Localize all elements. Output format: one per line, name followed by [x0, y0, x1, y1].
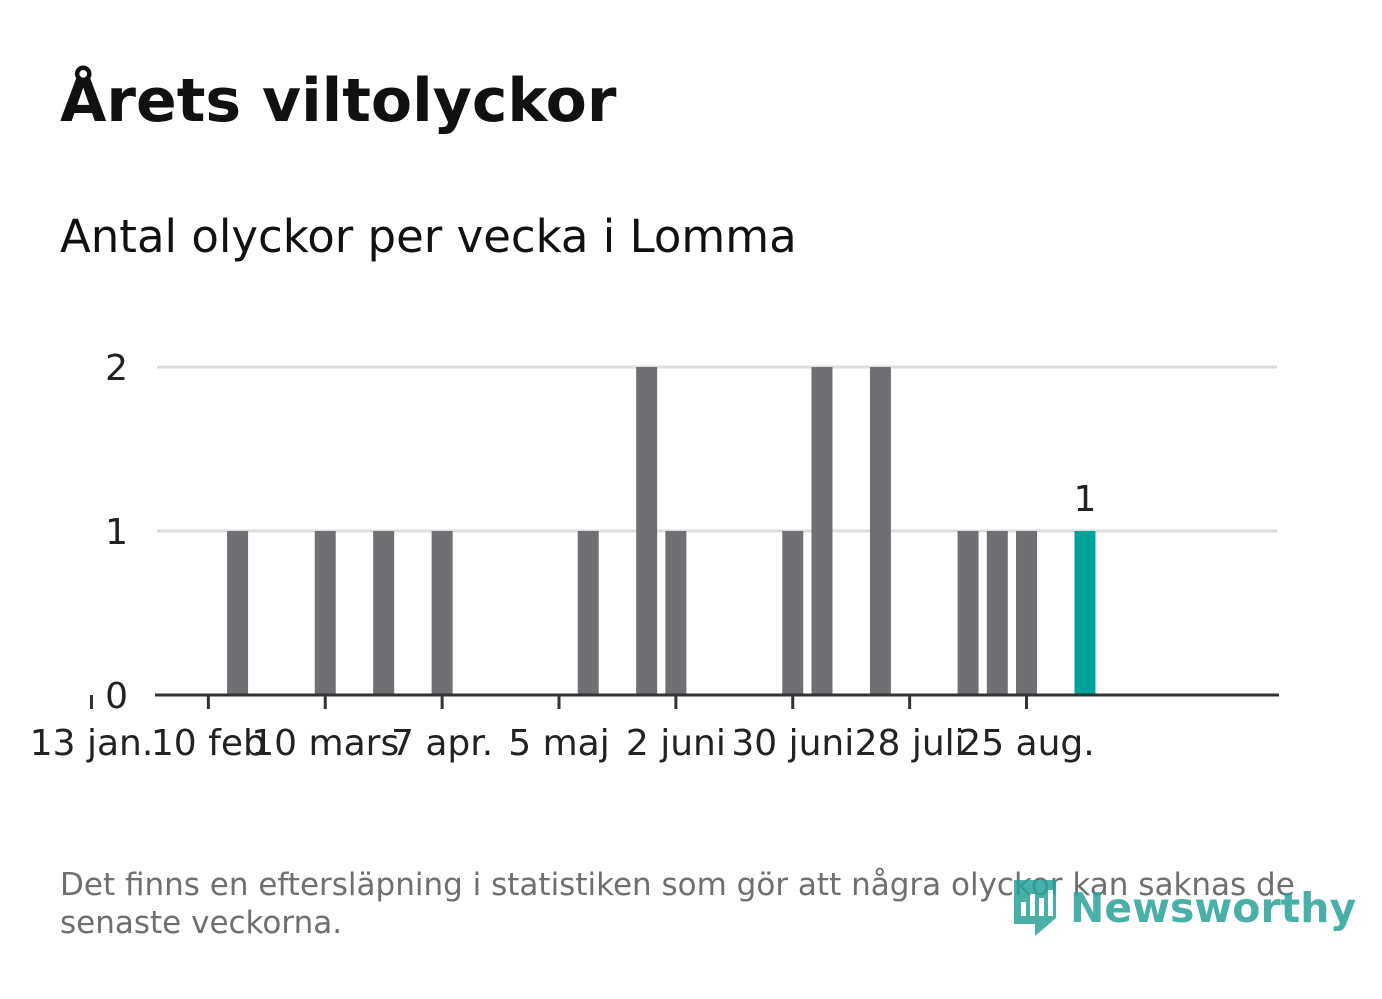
x-tick-label: 10 feb — [151, 723, 266, 764]
bar — [782, 531, 803, 695]
bar — [870, 367, 891, 695]
x-tick-label: 2 juni — [626, 723, 726, 764]
x-tick-label: 5 maj — [508, 723, 609, 764]
y-tick-label: 0 — [105, 676, 128, 717]
newsworthy-logo: Newsworthy — [1010, 876, 1356, 940]
bar-highlight — [1074, 531, 1095, 695]
bar — [227, 531, 248, 695]
x-tick-label: 28 juli — [855, 723, 965, 764]
bar — [1016, 531, 1037, 695]
bar — [665, 531, 686, 695]
x-tick-label: 10 mars — [251, 723, 399, 764]
x-tick-label: 25 aug. — [958, 723, 1094, 764]
bar-data-label: 1 — [1074, 479, 1097, 520]
bar — [958, 531, 979, 695]
x-tick-label: 30 juni — [731, 723, 854, 764]
y-tick-label: 2 — [105, 348, 128, 389]
bar — [811, 367, 832, 695]
bar — [315, 531, 336, 695]
newsworthy-logo-icon — [1010, 876, 1060, 940]
bar — [636, 367, 657, 695]
x-tick-label: 7 apr. — [391, 723, 493, 764]
newsworthy-logo-text: Newsworthy — [1070, 884, 1356, 932]
y-tick-label: 1 — [105, 512, 128, 553]
bar — [373, 531, 394, 695]
x-tick-label: 13 jan. — [30, 723, 154, 764]
bar — [432, 531, 453, 695]
bar — [987, 531, 1008, 695]
bar — [578, 531, 599, 695]
